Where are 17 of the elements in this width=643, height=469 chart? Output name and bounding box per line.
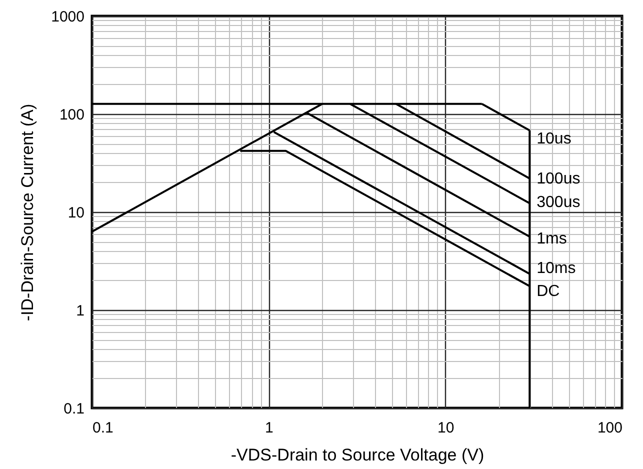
series-label: 10us bbox=[536, 130, 572, 148]
series-label: DC bbox=[536, 283, 560, 300]
y-tick-label: 100 bbox=[59, 106, 84, 124]
x-tick-label: 1 bbox=[264, 420, 274, 436]
series-label: 300us bbox=[536, 194, 580, 212]
x-tick-label: 0.1 bbox=[92, 420, 114, 436]
y-axis-title: -ID-Drain-Source Current (A) bbox=[18, 104, 38, 322]
y-tick-label: 1000 bbox=[51, 8, 84, 26]
x-tick-label: 100 bbox=[597, 420, 622, 436]
series-label: 10ms bbox=[536, 260, 576, 277]
x-axis-title: -VDS-Drain to Source Voltage (V) bbox=[230, 446, 484, 464]
series-label: 100us bbox=[536, 170, 580, 188]
y-tick-label: 10 bbox=[68, 204, 84, 222]
x-tick-label: 10 bbox=[437, 420, 454, 436]
series-label: 1ms bbox=[536, 230, 567, 248]
y-tick-label: 0.1 bbox=[64, 400, 84, 418]
y-tick-label: 1 bbox=[76, 302, 84, 320]
